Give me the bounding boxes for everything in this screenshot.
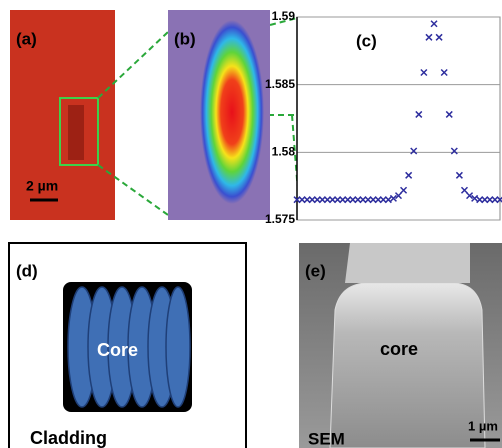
scale-bar-label: 1 µm: [468, 418, 498, 433]
y-tick-label: 1.575: [265, 212, 295, 226]
panel-label: (d): [16, 261, 38, 280]
y-tick-label: 1.58: [272, 145, 296, 159]
panel-b: (b): [168, 10, 270, 220]
sem-ridge: [345, 243, 470, 283]
panel-d: Core (d) Cladding: [9, 243, 246, 448]
sem-core: [330, 283, 485, 448]
core-label: Core: [97, 340, 138, 360]
waveguide: [68, 105, 84, 160]
scale-bar-label: 2 µm: [26, 178, 58, 194]
cladding-label: Cladding: [30, 428, 107, 448]
ellipse: [166, 287, 190, 407]
plot-area: [297, 17, 500, 220]
figure: (a) 2 µm (b) (c) 1.575 1.58 1.585 1.59 Core…: [0, 0, 502, 448]
y-tick-label: 1.585: [265, 77, 295, 91]
panel-e: core (e) SEM 1 µm: [299, 243, 502, 448]
panel-label: (c): [356, 31, 377, 50]
core-label: core: [380, 339, 418, 359]
panel-c: (c) 1.575 1.58 1.585 1.59: [265, 9, 502, 226]
panel-label: (e): [305, 261, 326, 280]
y-tick-label: 1.59: [272, 9, 296, 23]
caption: SEM: [308, 429, 345, 448]
panel-a: (a) 2 µm: [10, 10, 115, 220]
panel-label: (a): [16, 29, 37, 48]
panel-label: (b): [174, 29, 196, 48]
mode-profile: [200, 20, 264, 204]
